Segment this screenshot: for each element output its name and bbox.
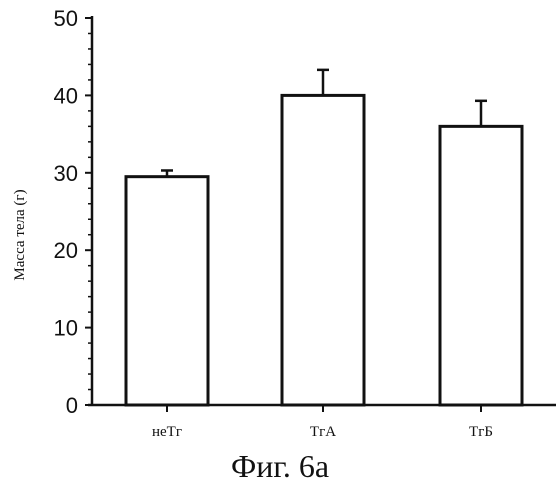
bars (126, 70, 522, 405)
y-tick-label: 10 (54, 316, 78, 341)
x-tick-label: ТгА (310, 424, 336, 440)
x-axis: неТг ТгА ТгБ (88, 405, 556, 440)
y-axis: 0 10 20 30 40 50 (54, 6, 92, 418)
x-tick-label: неТг (152, 424, 182, 440)
figure-caption: Фиг. 6а (0, 448, 560, 485)
y-axis-title: Масса тела (г) (12, 189, 28, 280)
y-tick-label: 20 (54, 238, 78, 263)
y-tick-label: 50 (54, 6, 78, 31)
bar (126, 177, 208, 405)
x-tick-label: ТгБ (469, 424, 493, 440)
y-tick-label: 0 (66, 393, 78, 418)
bar (440, 126, 522, 405)
y-tick-label: 30 (54, 161, 78, 186)
y-tick-label: 40 (54, 83, 78, 108)
bar (282, 95, 364, 405)
